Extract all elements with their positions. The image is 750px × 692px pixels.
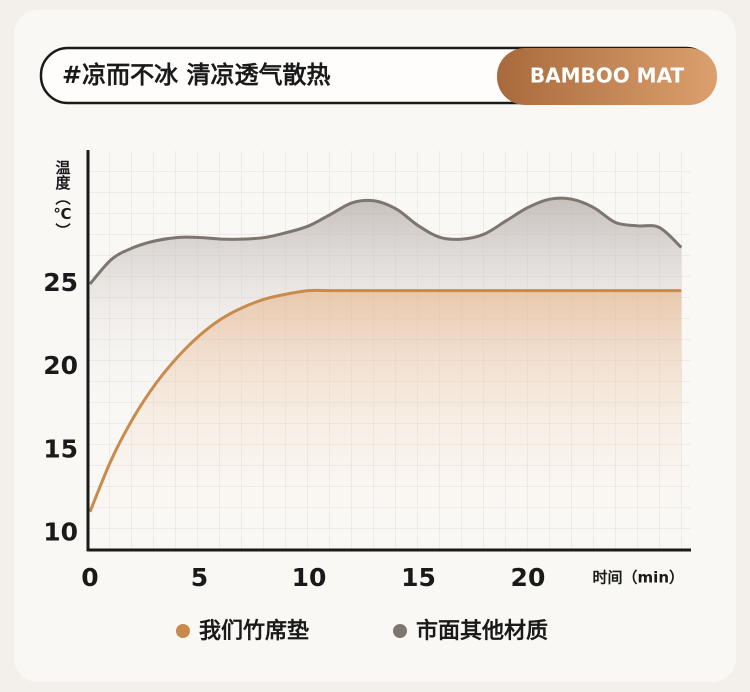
badge-text: BAMBOO MAT [530,64,685,88]
x-tick-label: 5 [191,563,208,592]
area [90,290,682,550]
x-tick-label: 10 [292,563,327,592]
legend-label: 市面其他材质 [416,618,548,644]
x-tick-label: 20 [511,563,546,592]
y-tick-label: 20 [43,351,78,380]
y-tick-label: 25 [43,268,78,297]
legend-label: 我们竹席垫 [199,618,309,644]
legend-marker [393,624,407,638]
y-tick-label: 10 [43,517,78,546]
line [88,288,682,513]
y-axis-label: 温度（℃） [54,160,72,238]
title: #凉而不冰 清凉透气散热 [62,61,330,89]
x-tick-label: 15 [401,563,436,592]
badge [497,48,717,105]
y-axis-label-text: 温度（℃） [54,160,72,238]
legend-marker [176,624,190,638]
y-tick-label: 15 [43,434,78,463]
x-tick-label: 0 [81,563,98,592]
line [88,196,683,285]
x-axis-label: 时间（min） [593,569,684,587]
